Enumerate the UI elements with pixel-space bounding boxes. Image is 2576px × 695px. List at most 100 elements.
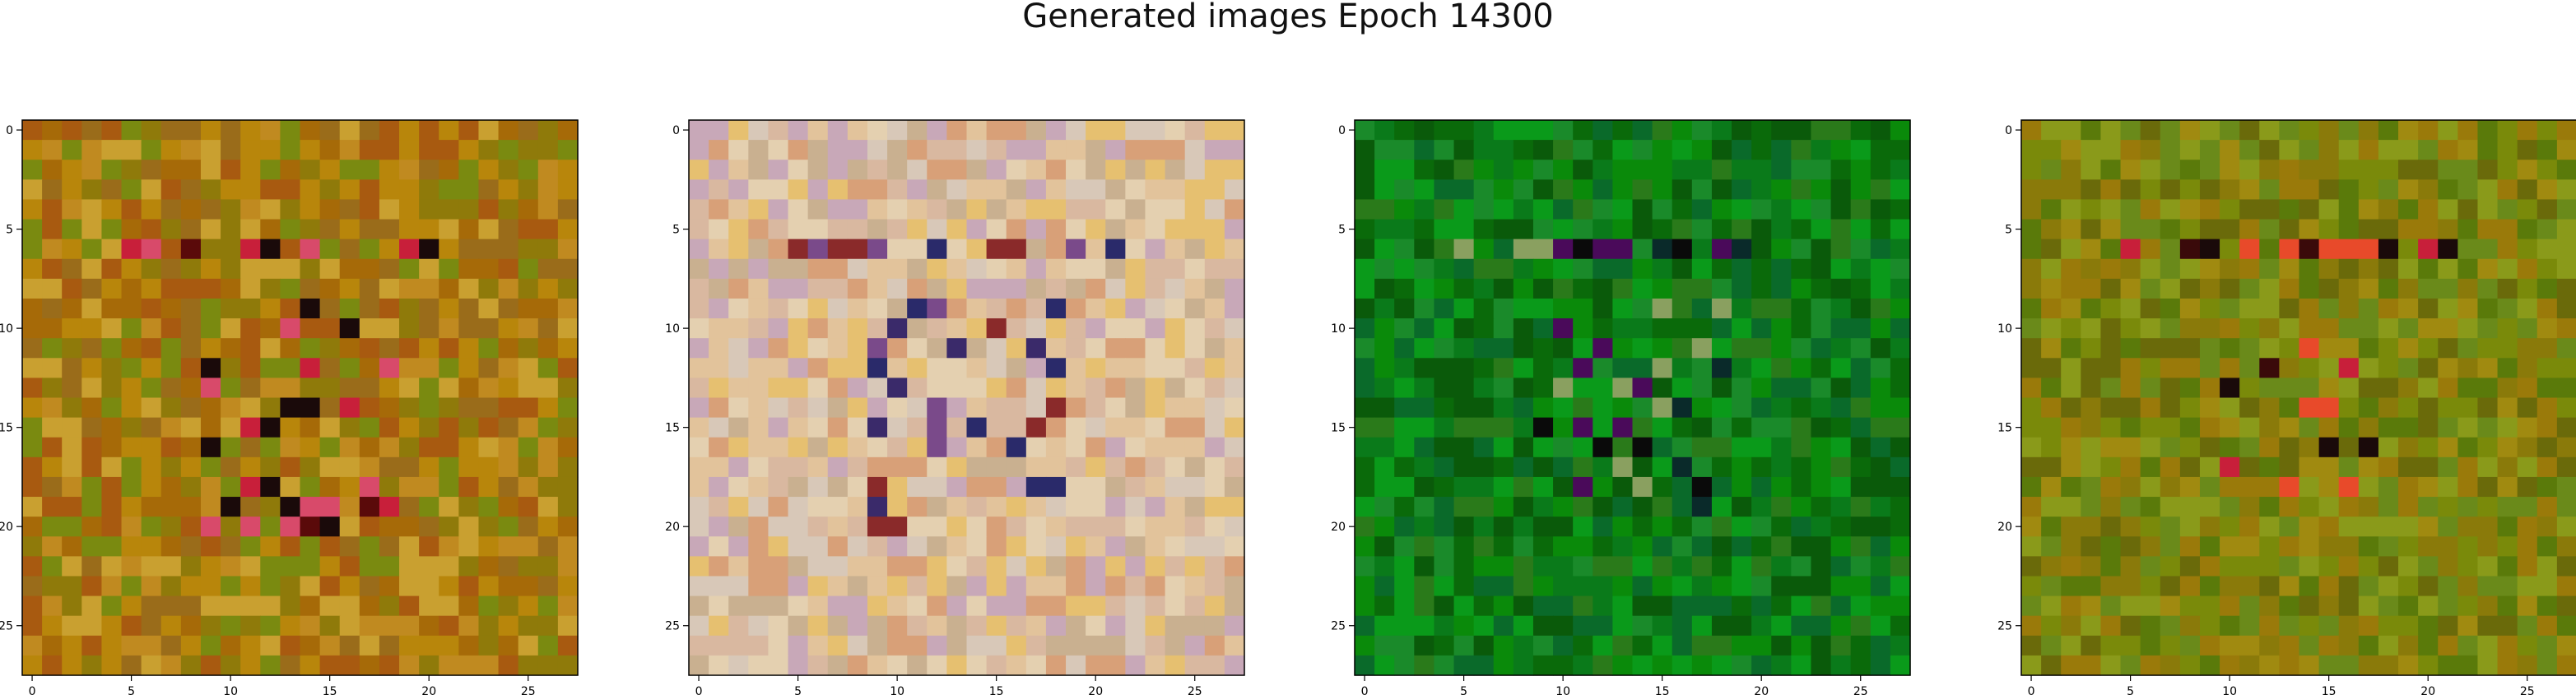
- pixel-cell: [439, 457, 459, 478]
- pixel-cell: [1514, 576, 1534, 596]
- x-tick-label: 25: [1853, 685, 1868, 695]
- pixel-cell: [2498, 517, 2518, 537]
- pixel-cell: [81, 497, 102, 517]
- pixel-cell: [201, 378, 221, 398]
- pixel-cell: [2180, 556, 2201, 577]
- pixel-cell: [1791, 279, 1811, 299]
- pixel-cell: [1374, 318, 1395, 339]
- pixel-cell: [142, 656, 162, 676]
- pixel-cell: [1414, 556, 1434, 577]
- pixel-cell: [987, 576, 1007, 596]
- pixel-cell: [1145, 338, 1165, 359]
- pixel-cell: [2339, 120, 2360, 141]
- pixel-cell: [867, 259, 888, 280]
- pixel-cell: [946, 239, 967, 260]
- pixel-cell: [22, 576, 43, 596]
- pixel-cell: [2359, 378, 2379, 398]
- pixel-cell: [1105, 378, 1126, 398]
- pixel-cell: [2081, 457, 2101, 478]
- pixel-cell: [240, 160, 261, 180]
- pixel-cell: [1573, 338, 1593, 359]
- pixel-cell: [709, 457, 729, 478]
- pixel-cell: [728, 438, 749, 458]
- pixel-cell: [2339, 179, 2360, 200]
- pixel-cell: [2220, 656, 2240, 676]
- pixel-cell: [1434, 616, 1454, 637]
- pixel-cell: [2200, 378, 2220, 398]
- pixel-cell: [728, 239, 749, 260]
- pixel-cell: [2259, 318, 2280, 339]
- pixel-cell: [2557, 616, 2576, 637]
- pixel-cell: [1125, 457, 1146, 478]
- pixel-cell: [1712, 239, 1732, 260]
- pixel-cell: [1811, 517, 1831, 537]
- pixel-cell: [2081, 438, 2101, 458]
- pixel-cell: [2041, 338, 2062, 359]
- pixel-cell: [2557, 517, 2576, 537]
- pixel-cell: [2359, 239, 2379, 260]
- pixel-cell: [768, 358, 788, 378]
- pixel-cell: [2239, 338, 2260, 359]
- pixel-cell: [320, 259, 341, 280]
- pixel-cell: [2180, 636, 2201, 656]
- pixel-cell: [1593, 338, 1613, 359]
- pixel-cell: [2319, 457, 2340, 478]
- pixel-cell: [867, 636, 888, 656]
- pixel-cell: [101, 438, 122, 458]
- pixel-cell: [2537, 378, 2558, 398]
- pixel-cell: [907, 556, 928, 577]
- pixel-cell: [1593, 199, 1613, 220]
- pixel-cell: [2438, 279, 2458, 299]
- pixel-cell: [42, 398, 63, 419]
- pixel-cell: [2061, 160, 2081, 180]
- pixel-cell: [1553, 279, 1574, 299]
- pixel-cell: [1125, 438, 1146, 458]
- pixel-cell: [360, 120, 380, 141]
- pixel-cell: [320, 536, 341, 557]
- pixel-cell: [828, 418, 849, 438]
- pixel-cell: [689, 179, 709, 200]
- pixel-cell: [1672, 239, 1693, 260]
- pixel-cell: [2457, 160, 2478, 180]
- pixel-cell: [2498, 179, 2518, 200]
- pixel-cell: [280, 438, 300, 458]
- pixel-cell: [1831, 338, 1852, 359]
- pixel-cell: [1653, 199, 1673, 220]
- pixel-cell: [967, 120, 988, 141]
- pixel-cell: [142, 616, 162, 637]
- pixel-cell: [499, 497, 519, 517]
- pixel-cell: [1514, 556, 1534, 577]
- pixel-cell: [1145, 457, 1165, 478]
- pixel-cell: [1751, 338, 1772, 359]
- pixel-cell: [907, 398, 928, 419]
- pixel-cell: [2319, 596, 2340, 617]
- pixel-cell: [240, 438, 261, 458]
- pixel-cell: [967, 220, 988, 240]
- pixel-cell: [709, 239, 729, 260]
- pixel-cell: [2518, 318, 2538, 339]
- pixel-cell: [728, 576, 749, 596]
- pixel-cell: [689, 120, 709, 141]
- pixel-cell: [2160, 636, 2181, 656]
- pixel-cell: [2457, 358, 2478, 378]
- pixel-cell: [42, 358, 63, 378]
- pixel-cell: [1712, 616, 1732, 637]
- pixel-cell: [709, 199, 729, 220]
- pixel-cell: [2299, 358, 2320, 378]
- pixel-cell: [2141, 239, 2161, 260]
- pixel-cell: [848, 457, 868, 478]
- pixel-cell: [260, 656, 281, 676]
- pixel-cell: [689, 418, 709, 438]
- pixel-cell: [340, 616, 360, 637]
- pixel-cell: [1771, 517, 1792, 537]
- pixel-cell: [478, 576, 499, 596]
- pixel-cell: [538, 199, 559, 220]
- pixel-cell: [2339, 279, 2360, 299]
- pixel-cell: [122, 517, 142, 537]
- pixel-cell: [558, 318, 579, 339]
- pixel-cell: [2498, 536, 2518, 557]
- pixel-cell: [1851, 556, 1872, 577]
- pixel-cell: [1494, 477, 1514, 498]
- pixel-cell: [768, 120, 788, 141]
- pixel-cell: [1653, 279, 1673, 299]
